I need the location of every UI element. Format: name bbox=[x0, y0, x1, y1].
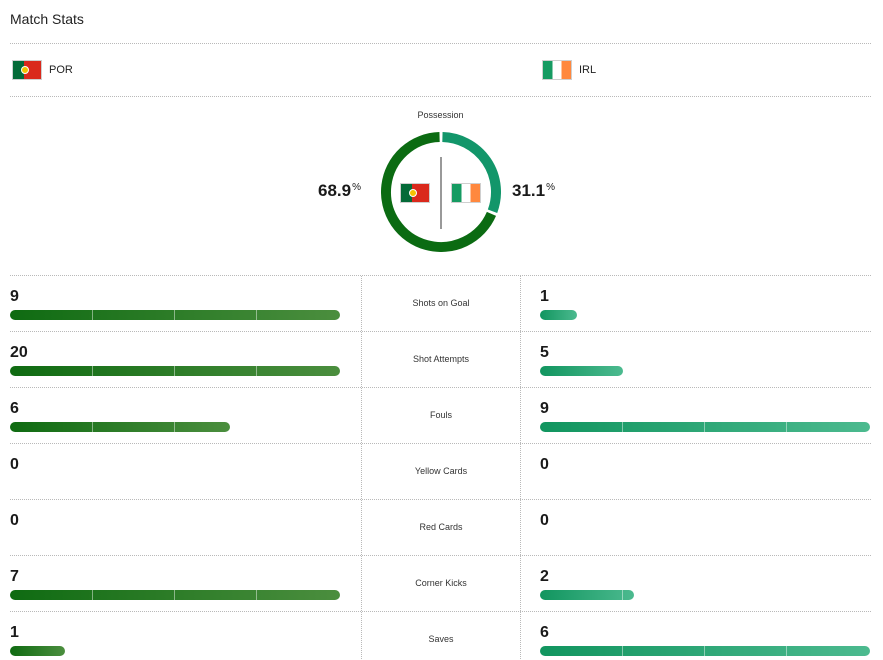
stat-row: 9 1 Shots on Goal bbox=[10, 275, 871, 331]
team-home: POR bbox=[12, 60, 73, 80]
stat-row: 20 5 Shot Attempts bbox=[10, 331, 871, 387]
column-divider bbox=[520, 612, 521, 660]
stat-home-bar bbox=[10, 422, 230, 432]
stat-away-bar bbox=[540, 422, 870, 432]
stat-home-bar bbox=[10, 646, 65, 656]
team-away-code: IRL bbox=[579, 64, 597, 76]
stat-home-value: 6 bbox=[10, 400, 19, 417]
stat-home-value: 0 bbox=[10, 456, 19, 473]
stat-home-value: 20 bbox=[10, 344, 28, 361]
stat-away-value: 1 bbox=[540, 288, 549, 305]
stats-table: 9 1 Shots on Goal 20 5 Shot Attempts 6 9 Fouls 0 0… bbox=[10, 275, 871, 660]
stat-away-value: 6 bbox=[540, 624, 549, 641]
stat-row: 0 0 Red Cards bbox=[10, 499, 871, 555]
stat-home-value: 0 bbox=[10, 512, 19, 529]
stat-row: 7 2 Corner Kicks bbox=[10, 555, 871, 611]
portugal-flag-icon bbox=[400, 183, 430, 203]
stat-away-value: 0 bbox=[540, 512, 549, 529]
stat-label: Corner Kicks bbox=[415, 578, 467, 588]
possession-away-value: 31.1% bbox=[512, 181, 555, 200]
stat-row: 1 6 Saves bbox=[10, 611, 871, 660]
stat-label: Shots on Goal bbox=[412, 298, 470, 308]
team-home-code: POR bbox=[49, 64, 73, 76]
stat-away-value: 5 bbox=[540, 344, 549, 361]
possession-label: Possession bbox=[417, 110, 464, 120]
stat-home-bar bbox=[10, 590, 340, 600]
divider bbox=[10, 43, 871, 44]
stat-label: Shot Attempts bbox=[412, 354, 470, 364]
stat-label: Yellow Cards bbox=[414, 466, 468, 476]
column-divider bbox=[520, 556, 521, 611]
stat-away-bar bbox=[540, 646, 870, 656]
column-divider bbox=[520, 500, 521, 555]
possession-arc-away bbox=[442, 132, 501, 213]
column-divider bbox=[520, 444, 521, 499]
column-divider bbox=[520, 388, 521, 443]
column-divider bbox=[361, 444, 362, 499]
stat-home-bar bbox=[10, 366, 340, 376]
column-divider bbox=[361, 332, 362, 387]
team-away: IRL bbox=[542, 60, 596, 80]
stat-away-value: 9 bbox=[540, 400, 549, 417]
possession-home-value: 68.9% bbox=[318, 181, 361, 200]
stat-away-bar bbox=[540, 590, 634, 600]
stat-label: Red Cards bbox=[419, 522, 463, 532]
match-stats-title: Match Stats bbox=[10, 11, 84, 27]
column-divider bbox=[520, 332, 521, 387]
ireland-flag-icon bbox=[542, 60, 572, 80]
stat-away-bar bbox=[540, 366, 623, 376]
stat-home-value: 9 bbox=[10, 288, 19, 305]
stat-away-value: 0 bbox=[540, 456, 549, 473]
column-divider bbox=[361, 276, 362, 331]
stat-row: 6 9 Fouls bbox=[10, 387, 871, 443]
possession-arc-home bbox=[381, 132, 497, 252]
ireland-flag-icon bbox=[451, 183, 481, 203]
stat-label: Saves bbox=[428, 634, 454, 644]
column-divider bbox=[361, 612, 362, 660]
column-divider bbox=[361, 556, 362, 611]
stat-away-value: 2 bbox=[540, 568, 549, 585]
divider bbox=[10, 96, 871, 97]
stat-label: Fouls bbox=[429, 410, 452, 420]
stat-home-bar bbox=[10, 310, 340, 320]
column-divider bbox=[361, 388, 362, 443]
stat-home-value: 7 bbox=[10, 568, 19, 585]
possession-donut-chart bbox=[381, 132, 501, 252]
column-divider bbox=[361, 500, 362, 555]
stat-row: 0 0 Yellow Cards bbox=[10, 443, 871, 499]
stat-home-value: 1 bbox=[10, 624, 19, 641]
portugal-flag-icon bbox=[12, 60, 42, 80]
stat-away-bar bbox=[540, 310, 577, 320]
column-divider bbox=[520, 276, 521, 331]
